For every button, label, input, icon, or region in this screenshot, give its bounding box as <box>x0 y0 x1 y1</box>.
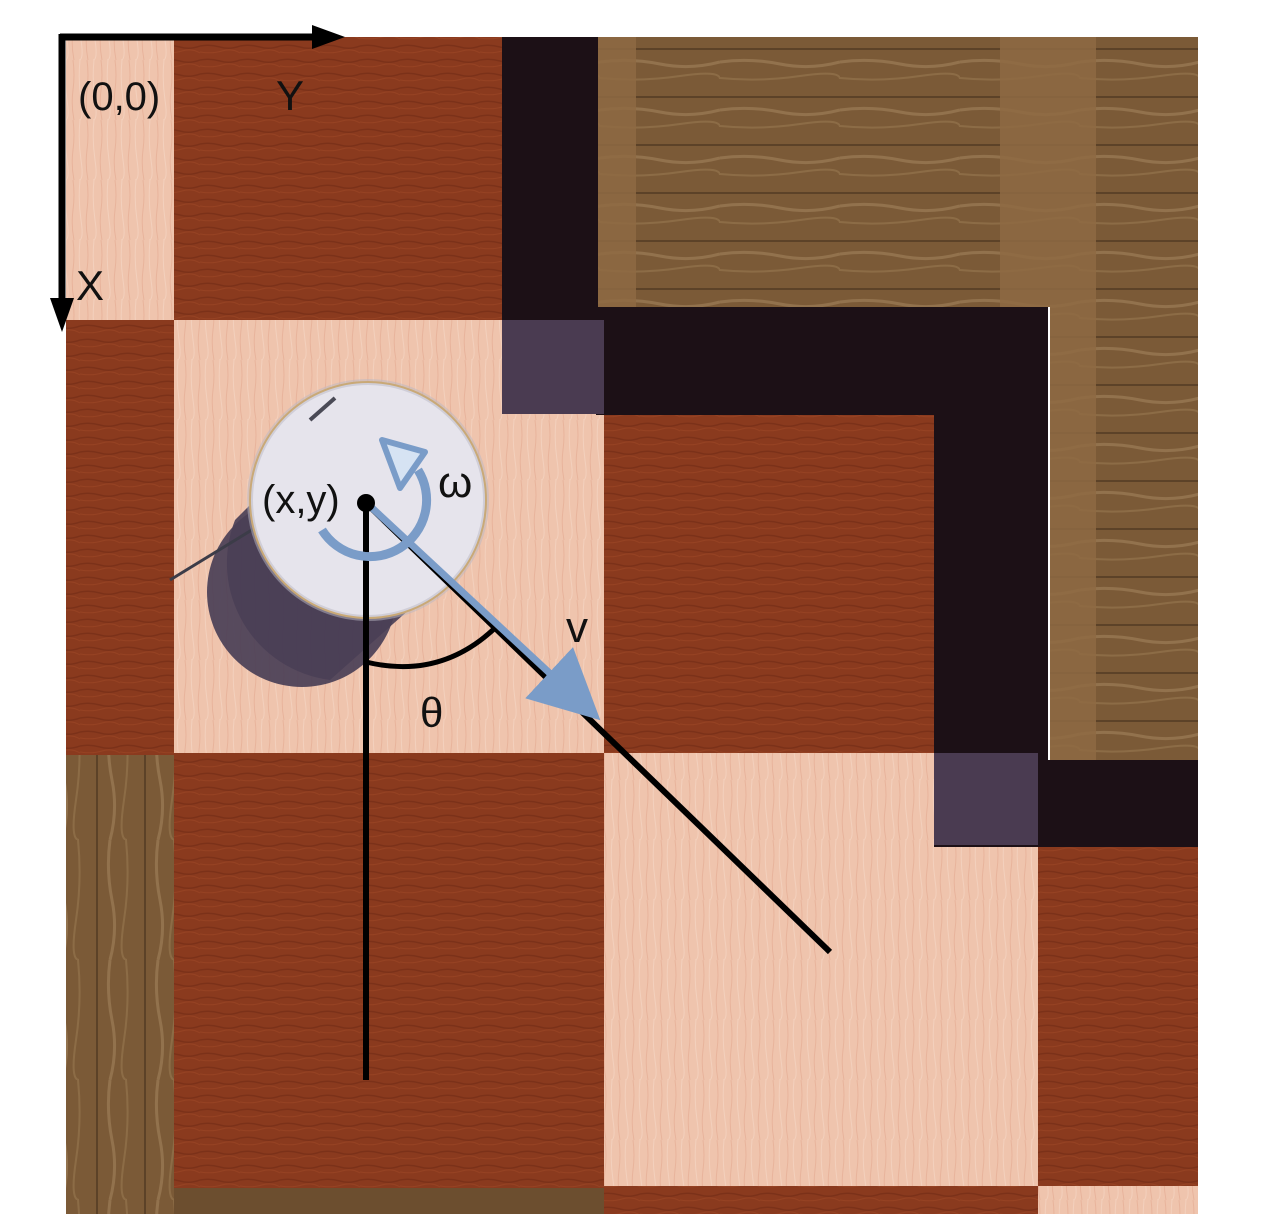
wall-shadows <box>502 37 1198 847</box>
tile-light <box>66 37 176 322</box>
crate-top-frame <box>1000 37 1056 307</box>
robot-antenna <box>169 526 256 582</box>
omega-label: ω <box>438 458 472 507</box>
shadow-overlap <box>934 753 1038 845</box>
tile-dark <box>174 753 606 1188</box>
tile-dark <box>604 1186 1040 1214</box>
robot-sensor <box>308 396 337 422</box>
tile-dark <box>66 320 176 755</box>
coordinate-axes <box>50 25 345 332</box>
omega-arc <box>318 467 432 562</box>
position-point <box>357 494 375 512</box>
crate-bottom-left <box>66 755 174 1214</box>
theta-label: θ <box>420 689 443 736</box>
origin-label: (0,0) <box>78 75 160 119</box>
tile-dark <box>604 415 936 755</box>
x-axis-label: X <box>76 262 104 309</box>
crate-walls <box>66 37 1198 1214</box>
omega-arrowhead <box>379 437 428 491</box>
shadow-overlap <box>502 320 604 414</box>
x-axis-arrowhead <box>50 298 74 332</box>
position-label: (x,y) <box>262 478 340 522</box>
tile-light <box>1038 1186 1198 1214</box>
crate-top-frame <box>596 37 636 307</box>
crate-top <box>596 37 1056 307</box>
theta-arc <box>365 626 497 670</box>
crate-bottom-edge <box>174 1188 604 1214</box>
velocity-label: v <box>566 603 588 652</box>
angular-velocity-arrow <box>318 437 432 562</box>
y-axis-arrowhead <box>312 25 345 49</box>
crate-right-frame <box>1050 37 1096 760</box>
tile-dark <box>1038 845 1198 1188</box>
tile-dark <box>174 37 504 322</box>
y-axis-label: Y <box>276 72 304 119</box>
